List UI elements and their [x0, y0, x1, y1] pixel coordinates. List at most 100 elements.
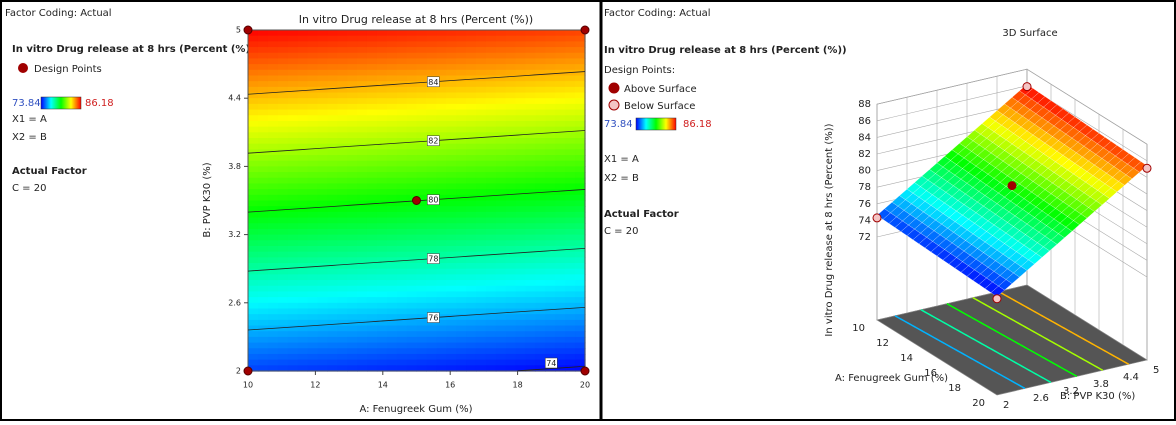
heat-cell: [525, 274, 537, 281]
heat-cell: [376, 274, 388, 281]
heat-cell: [515, 64, 527, 71]
heat-cell: [307, 183, 318, 190]
heat-cell: [347, 47, 358, 54]
heat-cell: [287, 263, 299, 270]
heat-cell: [248, 160, 259, 167]
heat-cell: [565, 52, 576, 60]
heat-cell: [555, 160, 566, 167]
heat-cell: [327, 41, 338, 48]
heat-cell: [297, 223, 309, 230]
heat-cell: [475, 319, 487, 327]
heat-cell: [436, 331, 447, 338]
heat-cell: [327, 143, 338, 150]
heat-cell: [396, 58, 408, 65]
heat-cell: [317, 41, 328, 48]
heat-cell: [416, 251, 428, 258]
heat-cell: [495, 58, 507, 65]
heat-cell: [337, 291, 348, 298]
heat-cell: [555, 189, 566, 196]
heat-cell: [396, 359, 408, 366]
heat-cell: [337, 120, 348, 128]
heat-cell: [466, 189, 477, 196]
heat-cell: [366, 52, 378, 60]
heat-cell: [257, 189, 269, 196]
heat-cell: [466, 251, 477, 258]
heat-cell: [436, 58, 447, 65]
heat-cell: [327, 120, 338, 128]
heat-cell: [525, 200, 537, 207]
heat-cell: [535, 35, 546, 42]
heat-cell: [307, 336, 318, 344]
heat-cell: [366, 206, 378, 213]
heat-cell: [525, 342, 537, 349]
heat-cell: [575, 285, 586, 293]
heat-cell: [248, 336, 259, 344]
heat-cell: [575, 348, 586, 355]
heat-cell: [525, 30, 537, 37]
heat-cell: [416, 183, 428, 190]
heat-cell: [297, 58, 309, 65]
heat-cell: [257, 126, 269, 133]
heat-cell: [485, 263, 497, 270]
heat-cell: [366, 263, 378, 270]
heat-cell: [475, 143, 487, 150]
heat-cell: [555, 35, 566, 42]
heat-cell: [446, 120, 457, 128]
heat-cell: [475, 183, 487, 190]
heat-cell: [307, 172, 318, 179]
heat-cell: [475, 353, 487, 361]
heat-cell: [505, 35, 517, 42]
heat-cell: [317, 280, 328, 287]
heat-cell: [575, 120, 586, 128]
heat-cell: [267, 120, 279, 128]
heat-cell: [446, 115, 457, 122]
heat-cell: [515, 234, 527, 241]
heat-cell: [515, 342, 527, 349]
heat-cell: [257, 263, 269, 270]
heat-cell: [307, 177, 318, 185]
heat-cell: [366, 228, 378, 236]
heat-cell: [515, 336, 527, 344]
heat-cell: [277, 206, 289, 213]
heat-cell: [525, 228, 537, 236]
heat-cell: [515, 217, 527, 224]
heat-cell: [436, 325, 447, 332]
heat-cell: [535, 223, 546, 230]
heat-cell: [446, 319, 457, 327]
heat-cell: [357, 257, 368, 264]
heat-cell: [426, 177, 437, 185]
heat-cell: [505, 30, 517, 37]
heat-cell: [386, 149, 398, 156]
heat-cell: [396, 223, 408, 230]
heat-cell: [257, 81, 269, 88]
heat-cell: [317, 228, 328, 236]
heat-cell: [357, 189, 368, 196]
heat-cell: [396, 240, 408, 247]
heat-cell: [575, 172, 586, 179]
heat-cell: [475, 58, 487, 65]
heat-cell: [297, 35, 309, 42]
heat-cell: [307, 58, 318, 65]
heat-cell: [317, 268, 328, 275]
heat-cell: [495, 211, 507, 219]
heat-cell: [277, 200, 289, 207]
heat-cell: [366, 336, 378, 344]
heat-cell: [535, 160, 546, 167]
heat-cell: [475, 172, 487, 179]
heat-cell: [426, 132, 437, 139]
heat-cell: [257, 206, 269, 213]
heat-cell: [475, 240, 487, 247]
heat-cell: [386, 280, 398, 287]
heat-cell: [357, 217, 368, 224]
heat-cell: [495, 257, 507, 264]
heat-cell: [456, 365, 467, 372]
heat-cell: [396, 69, 408, 77]
heat-cell: [406, 206, 418, 213]
heat-cell: [337, 297, 348, 304]
heat-cell: [357, 166, 368, 173]
heat-cell: [446, 217, 457, 224]
heat-cell: [396, 30, 408, 37]
heat-cell: [287, 280, 299, 287]
heat-cell: [426, 308, 437, 315]
heat-cell: [525, 348, 537, 355]
